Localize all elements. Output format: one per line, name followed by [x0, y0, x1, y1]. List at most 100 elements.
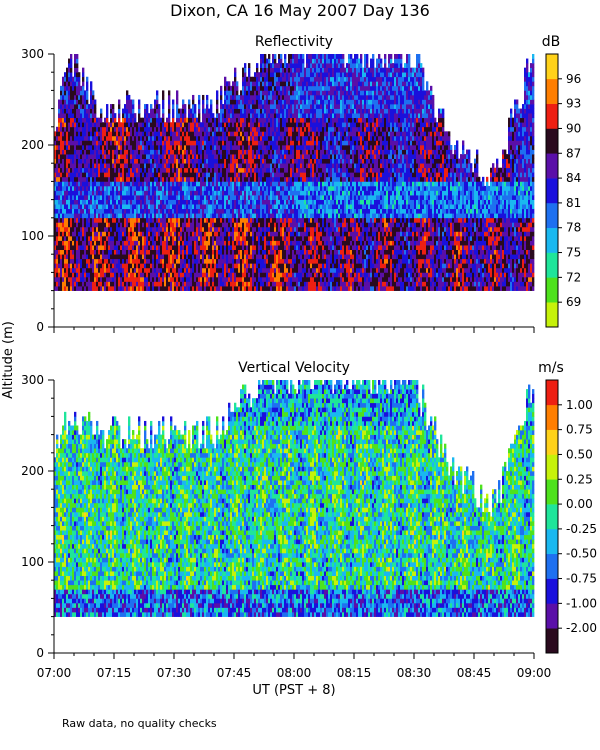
- heatmap-cell: [258, 199, 261, 205]
- heatmap-cell: [224, 176, 227, 182]
- heatmap-cell: [64, 263, 67, 269]
- heatmap-cell: [202, 222, 205, 228]
- heatmap-cell: [80, 267, 83, 273]
- heatmap-cell: [262, 76, 265, 82]
- heatmap-cell: [154, 185, 157, 191]
- heatmap-cell: [280, 199, 283, 205]
- heatmap-cell: [230, 99, 233, 105]
- heatmap-cell: [182, 176, 185, 182]
- heatmap-cell: [280, 272, 283, 278]
- heatmap-cell: [170, 231, 173, 237]
- heatmap-cell: [122, 140, 125, 146]
- heatmap-cell: [200, 154, 203, 159]
- heatmap-cell: [204, 126, 207, 132]
- heatmap-cell: [182, 286, 185, 291]
- heatmap-cell: [280, 217, 283, 223]
- heatmap-cell: [114, 240, 117, 246]
- heatmap-cell: [118, 213, 121, 219]
- heatmap-cell: [252, 108, 255, 114]
- heatmap-cell: [150, 236, 153, 241]
- heatmap-cell: [280, 204, 283, 210]
- heatmap-cell: [60, 204, 63, 210]
- heatmap-cell: [158, 185, 161, 191]
- heatmap-cell: [218, 172, 221, 178]
- heatmap-cell: [208, 208, 211, 214]
- heatmap-cell: [88, 145, 91, 150]
- heatmap-cell: [264, 258, 267, 264]
- heatmap-cell: [258, 245, 261, 250]
- heatmap-cell: [168, 172, 171, 178]
- heatmap-cell: [202, 172, 205, 178]
- heatmap-cell: [130, 122, 133, 128]
- heatmap-cell: [184, 217, 187, 223]
- heatmap-cell: [282, 208, 285, 214]
- heatmap-cell: [230, 258, 233, 264]
- heatmap-cell: [78, 240, 81, 246]
- heatmap-cell: [256, 281, 259, 287]
- heatmap-cell: [80, 85, 83, 91]
- heatmap-cell: [130, 149, 133, 155]
- heatmap-cell: [84, 276, 87, 282]
- heatmap-cell: [280, 126, 283, 132]
- heatmap-cell: [254, 85, 257, 91]
- heatmap-cell: [168, 140, 171, 146]
- heatmap-cell: [162, 94, 165, 100]
- heatmap-cell: [76, 58, 79, 64]
- heatmap-cell: [80, 104, 83, 109]
- heatmap-cell: [168, 263, 171, 269]
- heatmap-cell: [92, 185, 95, 191]
- heatmap-cell: [138, 140, 141, 146]
- heatmap-cell: [170, 276, 173, 282]
- heatmap-cell: [266, 117, 269, 123]
- heatmap-cell: [216, 281, 219, 287]
- heatmap-cell: [158, 222, 161, 228]
- heatmap-cell: [244, 126, 247, 132]
- heatmap-cell: [146, 145, 149, 150]
- heatmap-cell: [110, 208, 113, 214]
- heatmap-cell: [106, 126, 109, 132]
- heatmap-cell: [148, 163, 151, 169]
- heatmap-cell: [264, 226, 267, 232]
- heatmap-cell: [176, 131, 179, 137]
- heatmap-cell: [128, 185, 131, 191]
- heatmap-cell: [84, 236, 87, 241]
- heatmap-cell: [82, 145, 85, 150]
- heatmap-cell: [270, 135, 273, 141]
- heatmap-cell: [262, 245, 265, 250]
- heatmap-cell: [256, 254, 259, 260]
- heatmap-cell: [156, 104, 159, 109]
- heatmap-cell: [136, 145, 139, 150]
- heatmap-cell: [192, 108, 195, 114]
- heatmap-cell: [276, 145, 279, 150]
- heatmap-cell: [166, 222, 169, 228]
- heatmap-cell: [238, 117, 241, 123]
- heatmap-cell: [206, 126, 209, 132]
- heatmap-cell: [118, 222, 121, 228]
- heatmap-cell: [62, 222, 65, 228]
- heatmap-cell: [272, 117, 275, 123]
- heatmap-cell: [250, 190, 253, 196]
- heatmap-cell: [232, 104, 235, 109]
- heatmap-cell: [138, 122, 141, 128]
- heatmap-cell: [198, 108, 201, 114]
- heatmap-cell: [108, 231, 111, 237]
- heatmap-cell: [128, 149, 131, 155]
- heatmap-cell: [206, 226, 209, 232]
- heatmap-cell: [180, 185, 183, 191]
- heatmap-cell: [74, 249, 77, 255]
- heatmap-cell: [156, 122, 159, 128]
- heatmap-cell: [272, 263, 275, 269]
- heatmap-cell: [120, 286, 123, 291]
- heatmap-cell: [218, 122, 221, 128]
- heatmap-cell: [172, 286, 175, 291]
- heatmap-cell: [146, 281, 149, 287]
- heatmap-cell: [188, 245, 191, 250]
- heatmap-cell: [226, 149, 229, 155]
- heatmap-cell: [162, 131, 165, 137]
- heatmap-cell: [158, 163, 161, 169]
- heatmap-cell: [150, 276, 153, 282]
- heatmap-cell: [172, 222, 175, 228]
- heatmap-cell: [208, 163, 211, 169]
- heatmap-cell: [68, 254, 71, 260]
- heatmap-cell: [170, 131, 173, 137]
